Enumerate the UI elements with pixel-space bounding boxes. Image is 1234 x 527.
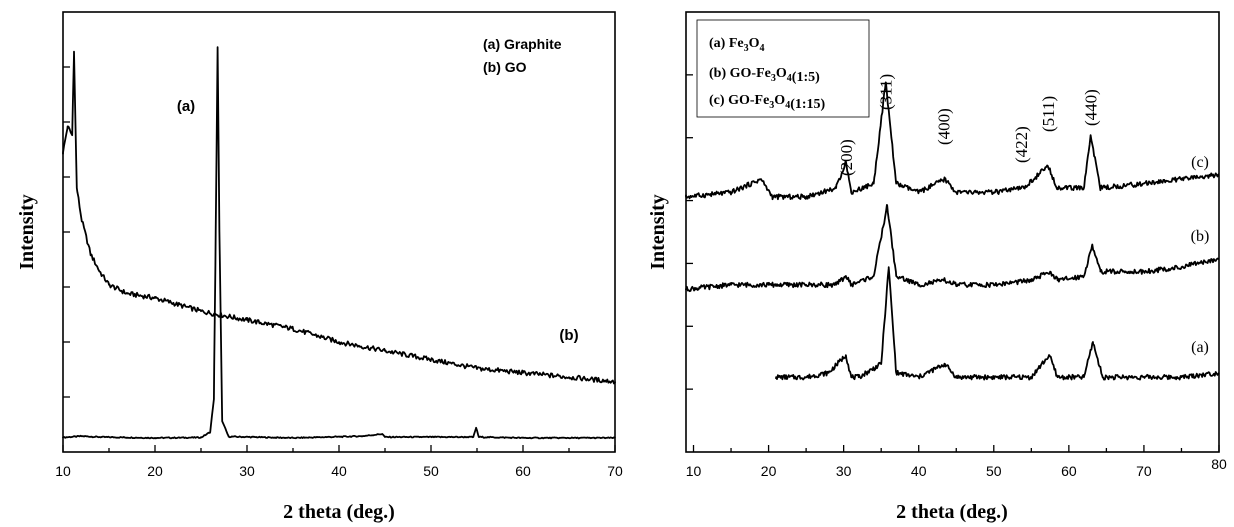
series-label: (b)	[1191, 228, 1210, 245]
x-tick-label: 20	[147, 463, 163, 479]
x-tick-label: 30	[836, 463, 852, 479]
peak-label: (200)	[837, 139, 856, 176]
legend-entry-go-fe3o4-1-5: (b) GO-Fe3O4(1:5)	[709, 66, 820, 85]
x-axis-title-right: 2 theta (deg.)	[896, 501, 1008, 523]
x-axis-title-left: 2 theta (deg.)	[283, 501, 395, 523]
x-tick-label: 70	[607, 463, 623, 479]
chart-left-graphite-go: 10 20 30 40 50 60 70 (a) (b) (a) Graphite (b) G…	[16, 11, 623, 523]
x-tick-label: 80	[1211, 456, 1227, 472]
series-line	[775, 266, 1220, 381]
legend-entry-fe3o4: (a) Fe3O4	[709, 36, 765, 54]
legend-entry-graphite: (a) Graphite	[483, 36, 562, 52]
x-tick-label: 60	[1061, 463, 1077, 479]
plot-frame-left	[62, 11, 616, 453]
legend-right: (a) Fe3O4 (b) GO-Fe3O4(1:5) (c) GO-Fe3O4…	[696, 19, 870, 118]
y-ticks-right	[686, 74, 693, 390]
y-axis-title-right: Intensity	[647, 194, 669, 270]
peak-label: (511)	[1039, 96, 1058, 132]
x-tick-label: 20	[761, 463, 777, 479]
x-tick-label: 10	[686, 463, 702, 479]
peak-label: (400)	[935, 108, 954, 145]
series-group-left	[62, 46, 616, 440]
plot-frame-right	[685, 11, 1220, 453]
series-label: (c)	[1191, 154, 1209, 171]
x-tick-label: 60	[515, 463, 531, 479]
x-tick-label: 40	[911, 463, 927, 479]
x-tick-label: 40	[331, 463, 347, 479]
legend-entry-go: (b) GO	[483, 59, 527, 75]
series-line	[62, 46, 616, 440]
legend-box-right	[696, 19, 870, 118]
x-tick-label: 50	[423, 463, 439, 479]
legend-entry-go-fe3o4-1-15: (c) GO-Fe3O4(1:15)	[709, 93, 826, 112]
series-line	[685, 203, 1220, 293]
series-line	[685, 81, 1220, 201]
series-label: (b)	[559, 327, 578, 344]
peak-labels: (200) (311) (400) (422) (511) (440)	[837, 74, 1101, 176]
curve-labels-right: (a) (b) (c)	[1191, 154, 1210, 356]
series-group-right	[685, 81, 1220, 381]
x-tick-label: 10	[55, 463, 71, 479]
x-tick-label: 50	[986, 463, 1002, 479]
peak-label: (311)	[877, 74, 896, 110]
series-label: (a)	[1191, 339, 1209, 356]
x-tick-label: 30	[239, 463, 255, 479]
peak-label: (440)	[1082, 89, 1101, 126]
curve-labels-left: (a) (b)	[177, 98, 579, 344]
chart-right-fe3o4: 10 20 30 40 50 60 70 80 (a) (b) (c) (200) (311) (40…	[647, 11, 1227, 523]
legend-left: (a) Graphite (b) GO	[483, 36, 562, 75]
series-label: (a)	[177, 98, 195, 115]
peak-label: (422)	[1012, 126, 1031, 163]
y-ticks-left	[63, 66, 70, 398]
x-ticks-left: 10 20 30 40 50 60 70	[55, 445, 623, 479]
y-axis-title-left: Intensity	[16, 194, 38, 270]
x-ticks-right: 10 20 30 40 50 60 70 80	[686, 445, 1227, 479]
series-line	[62, 50, 616, 385]
x-tick-label: 70	[1136, 463, 1152, 479]
